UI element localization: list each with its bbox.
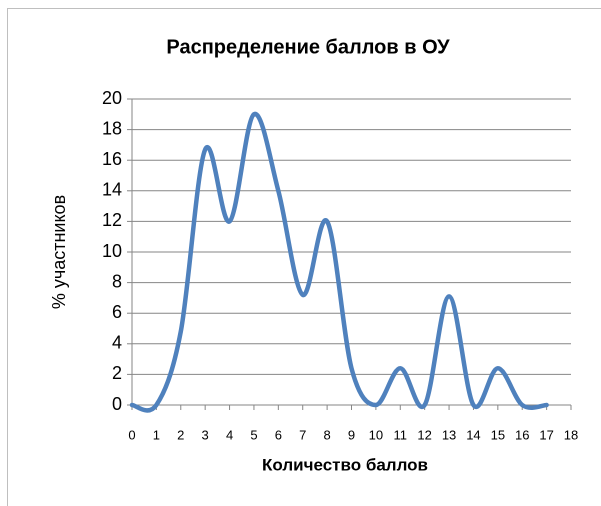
x-tick-label: 14 — [466, 427, 480, 442]
x-tick-label: 4 — [226, 427, 233, 442]
x-tick-label: 13 — [442, 427, 456, 442]
x-tick-label: 16 — [515, 427, 529, 442]
y-tick-label: 2 — [112, 363, 122, 383]
x-tick-label: 18 — [564, 427, 578, 442]
x-tick-label: 17 — [539, 427, 553, 442]
x-tick-label: 1 — [153, 427, 160, 442]
y-tick-label: 6 — [112, 302, 122, 322]
x-tick-label: 8 — [323, 427, 330, 442]
data-line — [129, 112, 549, 413]
x-tick-label: 10 — [369, 427, 383, 442]
x-axis-label: Количество баллов — [262, 455, 428, 474]
y-tick-label: 10 — [102, 241, 122, 261]
y-tick-label: 18 — [102, 118, 122, 138]
chart-frame — [7, 8, 601, 506]
y-axis-label: % участников — [49, 195, 69, 309]
x-tick-label: 2 — [177, 427, 184, 442]
x-tick-label: 3 — [202, 427, 209, 442]
x-tick-label: 15 — [491, 427, 505, 442]
y-tick-label: 16 — [102, 149, 122, 169]
x-tick-label: 0 — [128, 427, 135, 442]
chart-title: Распределение баллов в ОУ — [166, 36, 450, 58]
y-tick-label: 12 — [102, 210, 122, 230]
x-tick-label: 5 — [250, 427, 257, 442]
y-tick-label: 4 — [112, 333, 122, 353]
x-tick-label: 11 — [394, 427, 408, 442]
y-tick-label: 0 — [112, 394, 122, 414]
y-tick-label: 20 — [102, 88, 122, 108]
x-tick-label: 6 — [275, 427, 282, 442]
x-tick-label: 9 — [348, 427, 355, 442]
x-tick-label: 7 — [299, 427, 306, 442]
x-tick-label: 12 — [417, 427, 431, 442]
y-tick-label: 14 — [102, 180, 122, 200]
y-tick-label: 8 — [112, 271, 122, 291]
